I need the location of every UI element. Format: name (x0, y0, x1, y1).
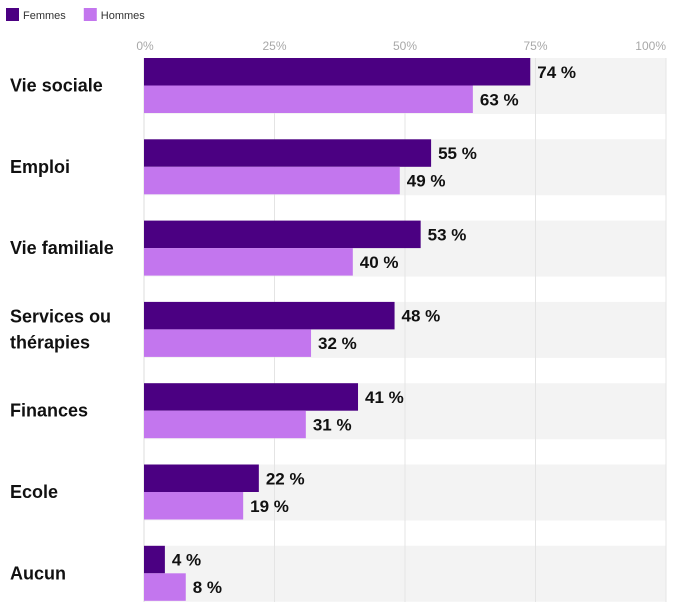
bar-hommes (144, 166, 400, 195)
bars: 74 % 55 % 53 % 48 % 41 % 22 % 4 % 63 % 49 % 40 % 3… (144, 58, 576, 601)
data-label: 53 % (428, 225, 467, 244)
data-label: 31 % (313, 415, 352, 434)
bar-femmes (144, 301, 395, 330)
data-label: 40 % (360, 253, 399, 272)
legend-swatch-hommes (83, 8, 97, 21)
data-label: 48 % (402, 307, 441, 326)
x-tick-label: 75% (523, 39, 547, 53)
bar-femmes (144, 139, 432, 167)
x-tick-label: 25% (262, 39, 286, 53)
data-label: 22 % (266, 469, 305, 488)
data-label: 4 % (172, 551, 201, 570)
data-label: 49 % (407, 172, 446, 191)
category-label: Emploi (10, 157, 70, 177)
bar-femmes (144, 383, 359, 411)
category-label: Finances (10, 401, 88, 421)
bar-femmes (144, 58, 531, 86)
legend: Femmes Hommes (6, 8, 145, 22)
legend-swatch-femmes (6, 8, 19, 21)
category-label: Ecole (10, 482, 58, 502)
bar-hommes (144, 85, 473, 113)
bar-hommes (144, 329, 312, 357)
bar-hommes (144, 573, 186, 601)
category-label: thérapies (10, 332, 90, 352)
category-label: Vie sociale (10, 76, 103, 96)
bar-femmes (144, 464, 259, 492)
data-label: 8 % (193, 578, 222, 597)
data-label: 74 % (537, 63, 576, 82)
data-label: 63 % (480, 90, 519, 109)
x-tick-label: 50% (393, 39, 417, 53)
bar-femmes (144, 220, 421, 249)
legend-label: Femmes (23, 10, 66, 22)
category-label: Services ou (10, 306, 111, 326)
data-label: 19 % (250, 497, 289, 516)
category-label: Aucun (10, 563, 66, 583)
category-labels: Vie sociale Emploi Vie familiale Services o… (10, 76, 114, 584)
bar-hommes (144, 492, 244, 520)
category-label: Vie familiale (10, 238, 114, 258)
x-tick-label: 0% (136, 39, 154, 53)
x-tick-label: 100% (635, 39, 666, 53)
data-label: 55 % (438, 144, 477, 163)
bar-hommes (144, 248, 353, 276)
bar-femmes (144, 545, 165, 574)
data-label: 32 % (318, 334, 357, 353)
x-axis-ticks: 0% 25% 50% 75% 100% (136, 39, 666, 53)
data-label: 41 % (365, 388, 404, 407)
bar-hommes (144, 410, 306, 439)
legend-label: Hommes (101, 10, 146, 22)
